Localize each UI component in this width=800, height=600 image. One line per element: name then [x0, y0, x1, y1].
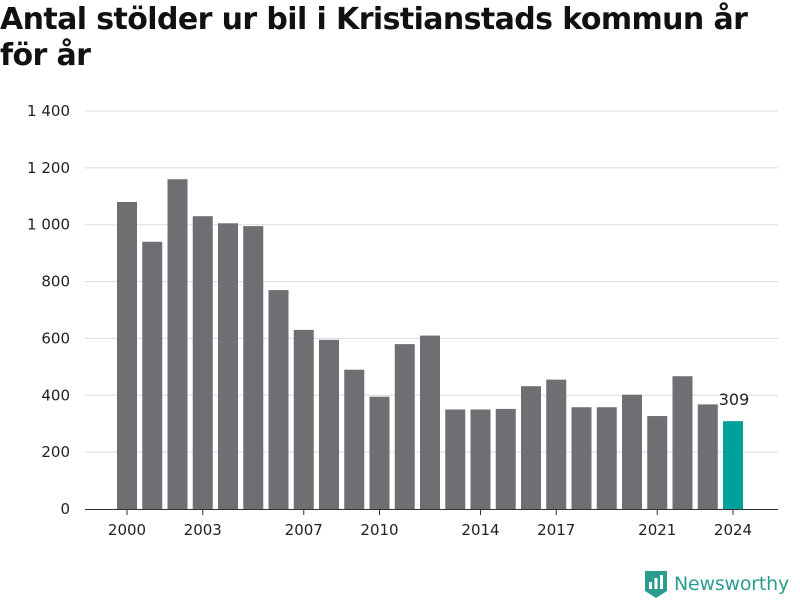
labels: 0 200 400 600 800 1 000 1 200 1 400 2000 2003 2007… [27, 102, 752, 539]
bar [268, 290, 289, 509]
bar [420, 335, 440, 509]
bar [697, 404, 718, 509]
bars [117, 179, 743, 510]
x-tick-label: 2010 [360, 521, 398, 539]
x-tick-label: 2000 [108, 521, 146, 539]
y-tick-label: 800 [41, 273, 70, 291]
y-tick-label: 0 [60, 500, 70, 518]
bar [142, 241, 163, 509]
bar [495, 408, 516, 509]
axes [85, 509, 778, 515]
bar [167, 179, 188, 509]
x-tick-label: 2014 [461, 521, 499, 539]
x-tick-label: 2007 [285, 521, 323, 539]
bar [445, 409, 466, 509]
chart-title: Antal stölder ur bil i Kristianstads kom… [0, 2, 748, 73]
bar [192, 216, 213, 509]
newsworthy-logo: Newsworthy [644, 569, 789, 599]
x-tick-label: 2024 [714, 521, 752, 539]
bar [622, 394, 642, 509]
bar [319, 339, 339, 509]
bar [596, 407, 617, 509]
newsworthy-logo-icon [645, 571, 667, 598]
bar [647, 416, 668, 509]
x-tick-label: 2021 [638, 521, 676, 539]
newsworthy-logo-text: Newsworthy [674, 573, 790, 595]
bar [344, 369, 365, 509]
y-tick-label: 200 [41, 443, 70, 461]
bar [470, 409, 491, 509]
bar-highlight [723, 421, 743, 509]
x-tick-label: 2003 [184, 521, 222, 539]
bar [369, 396, 390, 509]
y-tick-label: 1 200 [27, 159, 70, 177]
bar [293, 329, 314, 509]
y-tick-label: 600 [41, 329, 70, 347]
bar [672, 376, 693, 509]
bar [394, 344, 415, 509]
bar [243, 226, 264, 509]
bar [117, 201, 137, 509]
bar [218, 223, 238, 510]
y-tick-label: 400 [41, 386, 70, 404]
y-tick-label: 1 400 [27, 102, 70, 120]
bar [521, 386, 541, 509]
bar [571, 407, 592, 509]
highlight-value-label: 309 [719, 390, 750, 409]
x-tick-label: 2017 [537, 521, 575, 539]
y-tick-label: 1 000 [27, 216, 70, 234]
bar [546, 379, 567, 509]
